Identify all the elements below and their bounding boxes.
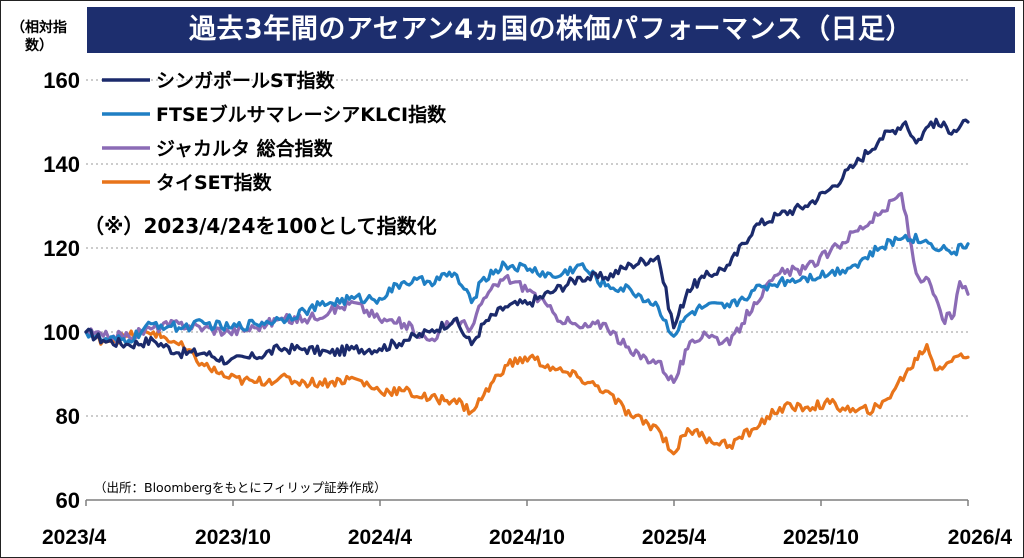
- y-axis-unit-label: （相対指数）: [11, 20, 67, 54]
- series-line-2: [84, 191, 970, 384]
- legend-label: ジャカルタ 総合指数: [156, 137, 334, 160]
- y-tick-label: 120: [43, 236, 80, 261]
- source-note: （出所：Bloombergをもとにフィリップ証券作成）: [94, 480, 387, 495]
- x-tick-label: 2025/10: [783, 526, 859, 549]
- series-line-0: [84, 117, 970, 366]
- series-lines: [84, 117, 970, 456]
- x-tick-label: 2024/10: [489, 526, 565, 549]
- x-tick-label: 2026/4: [948, 526, 1013, 549]
- series-line-1: [84, 232, 970, 346]
- y-tick-label: 80: [56, 404, 80, 429]
- legend-label: シンガポールST指数: [156, 69, 336, 92]
- x-tick-label: 2023/10: [195, 526, 271, 549]
- chart-title: 過去3年間のアセアン4ヵ国の株価パフォーマンス（日足）: [87, 7, 1015, 53]
- x-tick-label: 2023/4: [42, 526, 107, 549]
- y-tick-label: 100: [43, 320, 80, 345]
- y-tick-label: 60: [56, 488, 80, 513]
- x-tick-label: 2024/4: [348, 526, 413, 549]
- y-tick-label: 160: [43, 68, 80, 93]
- series-line-3: [84, 328, 970, 456]
- x-tick-label: 2025/4: [642, 526, 707, 549]
- y-tick-label: 140: [43, 152, 80, 177]
- index-note: （※）2023/4/24を100として指数化: [84, 214, 437, 238]
- legend-label: FTSEブルサマレーシアKLCI指数: [156, 103, 447, 126]
- legend-label: タイSET指数: [156, 171, 273, 194]
- axes: 60 80 100 120 140 160 2023/4 2023/10 2024/4 2024/…: [42, 68, 1012, 549]
- gridlines: [86, 79, 968, 417]
